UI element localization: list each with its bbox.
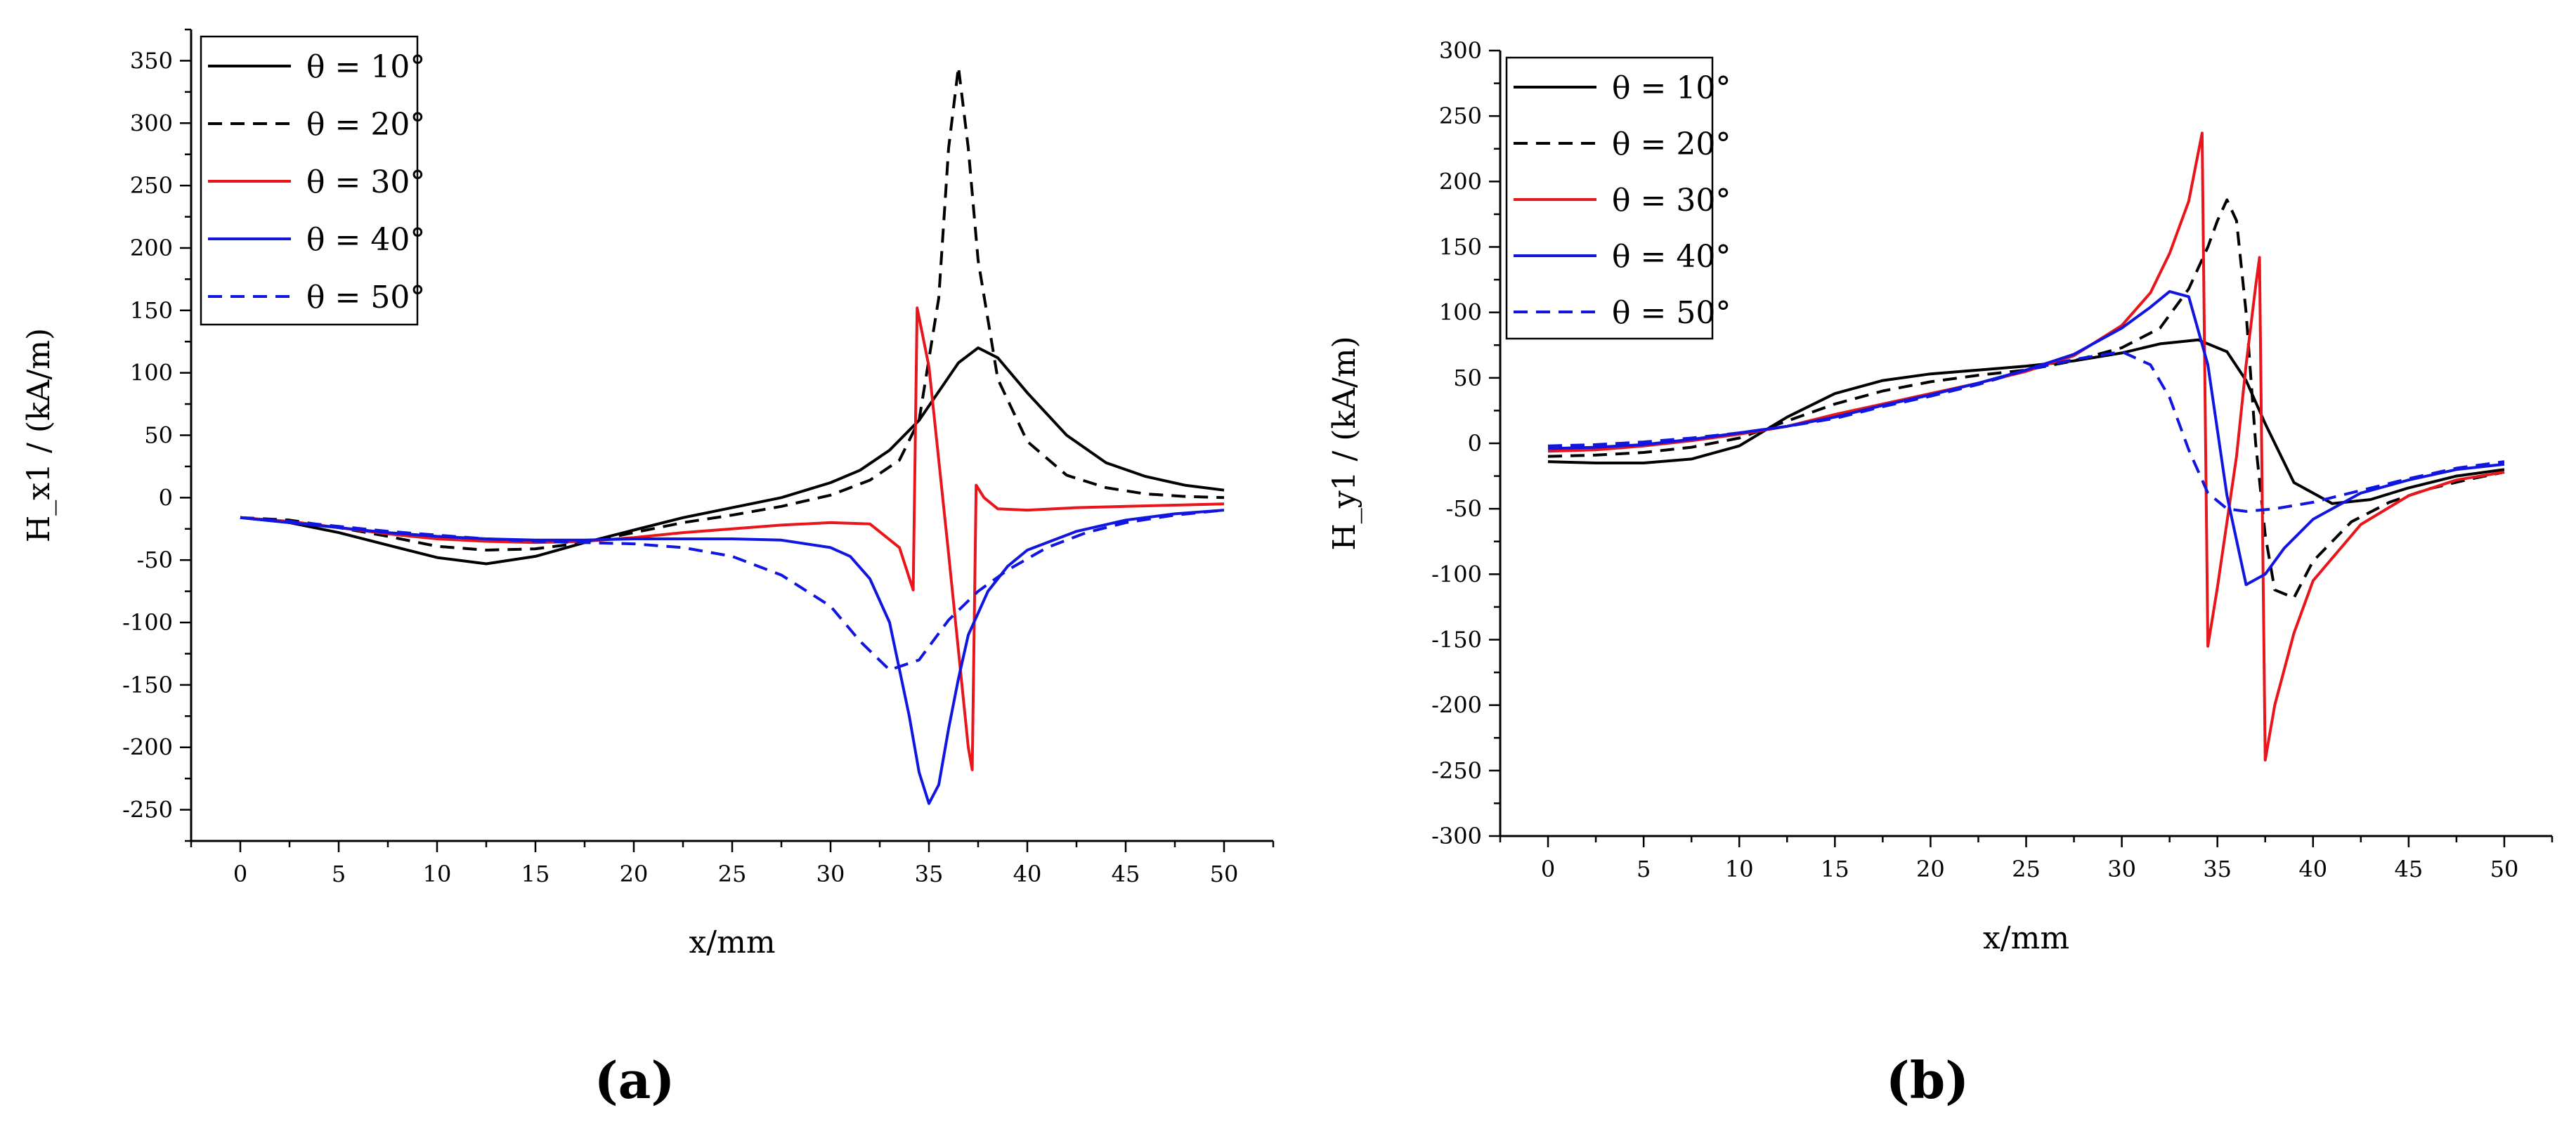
series-line-theta-40 [1547,289,2505,587]
x-tick-label: 35 [2203,856,2232,882]
y-tick-label: 0 [1468,430,1482,457]
chart-panel-b: 0 5 10 15 20 25 30 35 40 45 50 -300 -250 -200 -150 -100… [1327,37,2554,1110]
x-tick-label: 10 [423,861,452,887]
x-tick-label: 35 [915,861,944,887]
legend-label-theta-10: θ = 10° [1612,70,1731,106]
y-tick-label: -50 [136,547,173,573]
y-axis-title: H_y1 / (kA/m) [1327,336,1362,550]
y-tick-label: -150 [1431,627,1482,653]
series-line-theta-10 [240,346,1225,566]
y-tick-label: 50 [144,422,173,449]
y-tick-label: -200 [122,734,173,761]
y-tick-label: 200 [130,235,173,261]
legend-label-theta-40: θ = 40° [306,222,425,258]
x-tick-label: 5 [1637,856,1651,882]
x-tick-label: 0 [233,861,247,887]
y-tick-label: 0 [159,484,173,511]
y-tick-label: 100 [1439,299,1482,326]
y-tick-label: -200 [1431,692,1482,719]
series-line-theta-40 [240,509,1225,805]
y-tick-label: 300 [1439,37,1482,64]
y-tick-label: 200 [1439,168,1482,195]
chart-panel-a: 0 5 10 15 20 25 30 35 40 45 50 -250 -200 -150 -100 -50 0… [21,28,1275,1110]
y-tick-label: -250 [1431,757,1482,784]
y-tick-label: 50 [1453,365,1482,391]
x-tick-label: 40 [2298,856,2327,882]
x-tick-label: 5 [332,861,346,887]
legend-label-theta-50: θ = 50° [306,280,425,315]
y-tick-label: 100 [130,360,173,386]
x-tick-label: 50 [2490,856,2519,882]
x-tick-label: 20 [620,861,649,887]
series-line-theta-50 [1547,350,2505,513]
x-tick-label: 30 [817,861,845,887]
legend: θ = 10° θ = 20° θ = 30° θ = 40° θ = 50° [200,35,425,326]
x-tick-label: 15 [1821,856,1849,882]
x-tick-label: 20 [1916,856,1945,882]
y-tick-label: 150 [1439,234,1482,261]
x-tick-label: 40 [1013,861,1042,887]
legend-label-theta-30: θ = 30° [306,164,425,200]
x-tick-label: 25 [2012,856,2041,882]
y-axis-title: H_x1 / (kA/m) [21,328,57,542]
series-line-theta-50 [240,509,1225,672]
series-line-theta-10 [1547,338,2505,505]
legend-label-theta-10: θ = 10° [306,49,425,85]
x-tick-label: 30 [2107,856,2136,882]
y-tick-label: 250 [1439,103,1482,129]
panel-label: (b) [1886,1050,1969,1110]
legend-label-theta-20: θ = 20° [1612,126,1731,162]
legend-label-theta-40: θ = 40° [1612,239,1731,275]
y-tick-label: 350 [130,47,173,74]
x-tick-label: 15 [521,861,550,887]
x-tick-label: 45 [2395,856,2424,882]
x-tick-label: 10 [1725,856,1754,882]
series-line-theta-20 [240,65,1225,552]
y-tick-label: 150 [130,297,173,324]
x-tick-label: 25 [718,861,747,887]
panel-label: (a) [594,1050,675,1110]
legend-label-theta-30: θ = 30° [1612,183,1731,218]
x-tick-label: 0 [1541,856,1555,882]
y-tick-label: -100 [122,609,173,636]
y-tick-label: -150 [122,672,173,698]
y-tick-label: -50 [1445,495,1482,522]
x-tick-label: 45 [1112,861,1140,887]
legend-label-theta-50: θ = 50° [1612,295,1731,331]
y-tick-label: -250 [122,797,173,823]
series-line-theta-20 [1547,198,2505,599]
legend: θ = 10° θ = 20° θ = 30° θ = 40° θ = 50° [1505,56,1731,340]
y-tick-label: -300 [1431,823,1482,849]
x-axis-title: x/mm [689,925,775,960]
legend-label-theta-20: θ = 20° [306,107,425,143]
x-axis-title: x/mm [1983,920,2069,956]
series-line-theta-30 [240,306,1225,771]
y-tick-label: -100 [1431,561,1482,587]
x-tick-label: 50 [1210,861,1239,887]
y-tick-label: 300 [130,110,173,136]
y-tick-label: 250 [130,172,173,199]
